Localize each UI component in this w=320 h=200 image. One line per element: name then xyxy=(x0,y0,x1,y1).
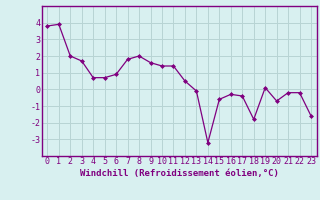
X-axis label: Windchill (Refroidissement éolien,°C): Windchill (Refroidissement éolien,°C) xyxy=(80,169,279,178)
